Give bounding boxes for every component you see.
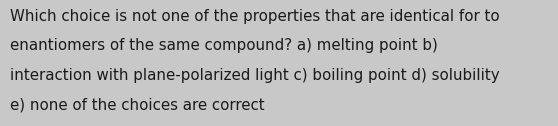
Text: e) none of the choices are correct: e) none of the choices are correct <box>10 98 264 113</box>
Text: Which choice is not one of the properties that are identical for to: Which choice is not one of the propertie… <box>10 9 499 24</box>
Text: interaction with plane-polarized light c) boiling point d) solubility: interaction with plane-polarized light c… <box>10 68 499 83</box>
Text: enantiomers of the same compound? a) melting point b): enantiomers of the same compound? a) mel… <box>10 38 438 53</box>
